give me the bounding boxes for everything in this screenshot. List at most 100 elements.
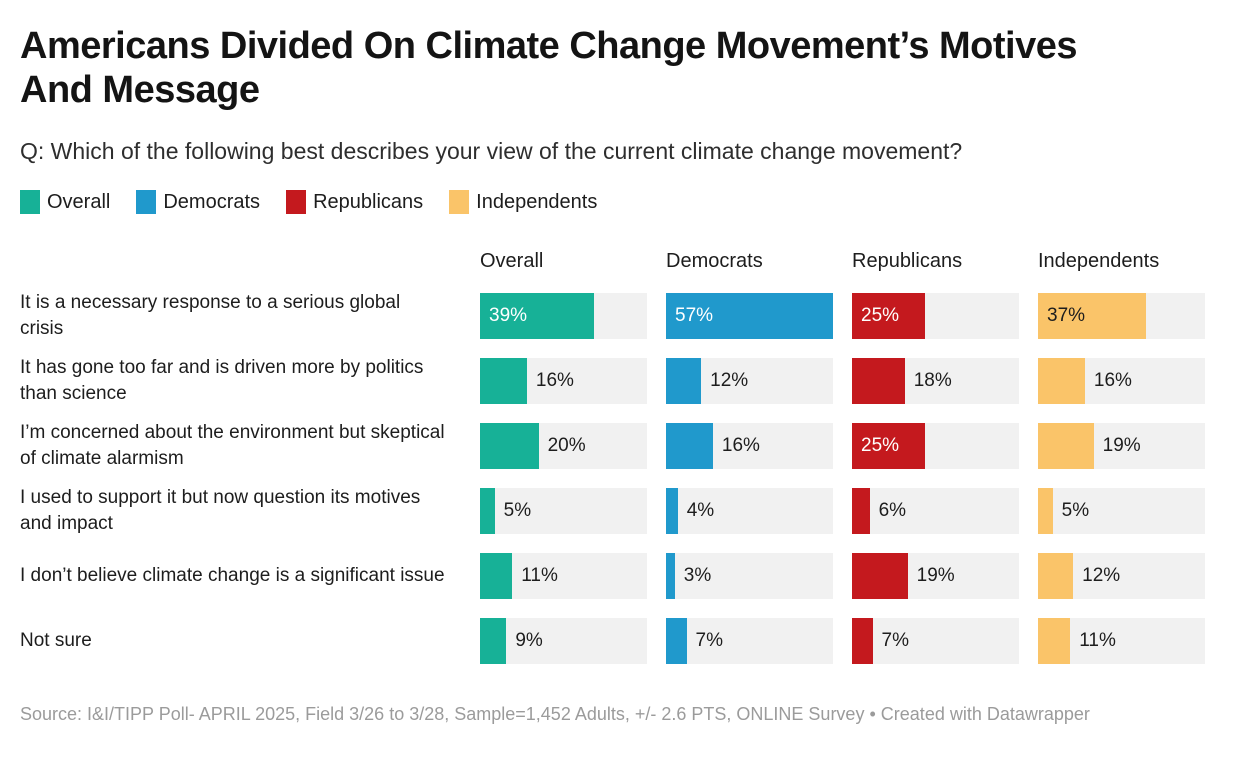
bar-independents [1038,358,1085,404]
row-label: I’m concerned about the environment but … [20,422,445,469]
column-header-overall: Overall [480,250,544,272]
bar-value: 7% [881,630,909,651]
bar-value: 16% [721,435,760,456]
datawrapper-attribution-link[interactable]: Created with Datawrapper [880,704,1090,724]
bar-value: 18% [913,370,952,391]
row-label: I used to support it but now question it… [20,487,421,534]
bar-value: 25% [861,435,900,456]
bar-value: 57% [675,305,714,326]
bar-track: 16% [1038,358,1205,404]
bar-track: 3% [666,553,833,599]
bar-track: 5% [480,488,647,534]
row-label: Not sure [20,630,92,651]
bar-overall [480,553,513,599]
legend-label: Democrats [163,190,261,213]
bar-overall [480,618,507,664]
bar-democrats [666,293,833,339]
bar-value: 6% [878,500,907,521]
legend-label: Overall [47,190,111,213]
bar-independents [1038,618,1071,664]
bar-track: 19% [1038,423,1205,469]
footer-separator: • [869,704,876,724]
bar-track: 12% [666,358,833,404]
bar-track: 7% [852,618,1019,664]
bar-track: 57% [666,293,833,339]
bar-value: 4% [686,500,715,521]
bar-republicans [852,553,908,599]
bar-track: 11% [480,553,647,599]
bar-republicans [852,358,905,404]
bar-value: 12% [710,370,749,391]
legend-swatch-icon [136,190,157,214]
bar-track: 39% [480,293,647,339]
bar-value: 7% [695,630,723,651]
bar-democrats [666,423,713,469]
bar-republicans [852,488,870,534]
bar-value: 16% [1093,370,1132,391]
bar-republicans [852,618,873,664]
legend-swatch-icon [286,190,307,214]
column-header-republicans: Republicans [852,250,963,272]
legend-label: Independents [476,190,598,213]
table-row: I used to support it but now question it… [20,487,1220,534]
bar-democrats [666,618,687,664]
bar-chart: Overall Democrats Republicans Independents … [20,250,1220,664]
legend-label: Republicans [313,190,424,213]
bar-value: 37% [1047,305,1086,326]
bar-overall [480,358,527,404]
legend-swatch-icon [449,190,470,214]
bar-value: 25% [861,305,900,326]
bar-track: 9% [480,618,647,664]
bar-value: 12% [1082,565,1121,586]
table-row: It is a necessary response to a serious … [20,292,1220,339]
bar-independents [1038,423,1094,469]
legend-item-republicans: Republicans [286,190,423,214]
bar-track: 11% [1038,618,1205,664]
bar-value: 11% [521,565,558,586]
bar-value: 9% [515,630,543,651]
legend: Overall Democrats Republicans Independents [20,190,1220,214]
bar-value: 5% [1061,500,1090,521]
bar-republicans [852,423,926,469]
bar-track: 19% [852,553,1019,599]
bar-independents [1038,488,1053,534]
bar-track: 5% [1038,488,1205,534]
bar-track: 16% [666,423,833,469]
table-row: It has gone too far and is driven more b… [20,357,1220,404]
bar-value: 16% [535,370,574,391]
chart-rows: It is a necessary response to a serious … [20,292,1220,664]
bar-overall [480,293,595,339]
bar-overall [480,488,495,534]
bar-value: 19% [916,565,955,586]
bar-independents [1038,553,1074,599]
bar-democrats [666,553,675,599]
bar-track: 25% [852,293,1019,339]
bar-value: 3% [683,565,712,586]
bar-overall [480,423,539,469]
bar-value: 20% [547,435,586,456]
row-label: It has gone too far and is driven more b… [20,357,424,404]
bar-track: 37% [1038,293,1205,339]
row-label: I don’t believe climate change is a sign… [20,565,445,586]
legend-item-overall: Overall [20,190,110,214]
table-row: I’m concerned about the environment but … [20,422,1220,469]
bar-track: 16% [480,358,647,404]
bar-value: 5% [503,500,532,521]
bar-value: 19% [1102,435,1141,456]
bar-track: 6% [852,488,1019,534]
legend-item-independents: Independents [449,190,597,214]
legend-swatch-icon [20,190,40,214]
bar-track: 20% [480,423,647,469]
row-label: It is a necessary response to a serious … [20,292,401,339]
bar-republicans [852,293,926,339]
table-row: Not sure 9% 7% 7% 11% [20,618,1220,664]
bar-value: 39% [489,305,528,326]
bar-independents [1038,293,1147,339]
bar-track: 12% [1038,553,1205,599]
bar-track: 4% [666,488,833,534]
bar-track: 18% [852,358,1019,404]
column-header-democrats: Democrats [666,250,763,272]
legend-item-democrats: Democrats [136,190,260,214]
bar-track: 7% [666,618,833,664]
